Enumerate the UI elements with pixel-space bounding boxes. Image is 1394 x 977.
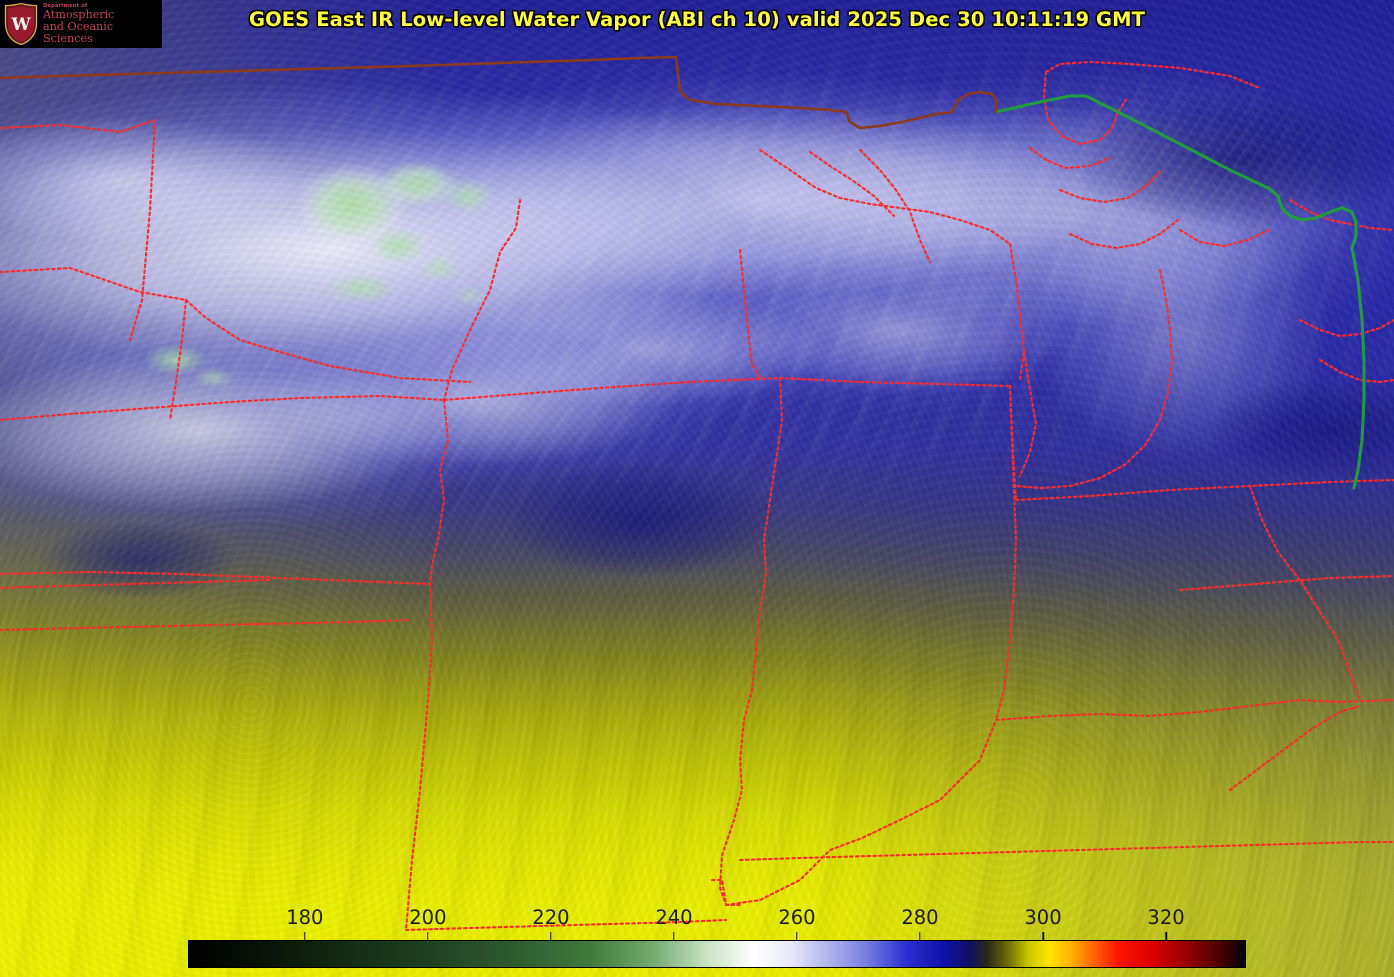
logo-text-block: Department of Atmospheric and Oceanic Sc… bbox=[43, 3, 162, 45]
colorbar-tick-label: 280 bbox=[901, 906, 939, 929]
colorbar-tick-mark bbox=[550, 932, 552, 940]
svg-text:W: W bbox=[10, 15, 31, 35]
colorbar-tick-mark bbox=[919, 932, 921, 940]
colorbar-tick-labels: 180 200 220 240 260 280 300 320 bbox=[188, 906, 1246, 932]
colorbar-tick-label: 260 bbox=[778, 906, 816, 929]
colorbar-tick-mark bbox=[304, 932, 306, 940]
logo-line-2: and Oceanic Sciences bbox=[43, 20, 113, 46]
colorbar: 180 200 220 240 260 280 300 320 bbox=[188, 906, 1246, 968]
colorbar-tick-mark bbox=[1165, 932, 1167, 940]
logo-line-1: Atmospheric bbox=[43, 8, 115, 22]
page-title: GOES East IR Low-level Water Vapor (ABI … bbox=[248, 8, 1146, 31]
colorbar-tick-mark bbox=[673, 932, 675, 940]
colorbar-tick-mark bbox=[427, 932, 429, 940]
colorbar-tick-marks bbox=[188, 932, 1246, 940]
colorbar-tick-mark bbox=[796, 932, 798, 940]
logo-department-prefix: Department of bbox=[43, 2, 88, 9]
colorbar-tick-mark bbox=[1042, 932, 1044, 940]
colorbar-tick-label: 320 bbox=[1147, 906, 1185, 929]
colorbar-tick-label: 300 bbox=[1024, 906, 1062, 929]
uw-crest-icon: W bbox=[4, 2, 38, 46]
colorbar-tick-label: 240 bbox=[655, 906, 693, 929]
colorbar-tick-label: 180 bbox=[286, 906, 324, 929]
colorbar-tick-label: 220 bbox=[532, 906, 570, 929]
colorbar-gradient-bar bbox=[188, 940, 1246, 968]
uw-aos-logo[interactable]: W Department of Atmospheric and Oceanic … bbox=[0, 0, 162, 48]
colorbar-tick-label: 200 bbox=[409, 906, 447, 929]
